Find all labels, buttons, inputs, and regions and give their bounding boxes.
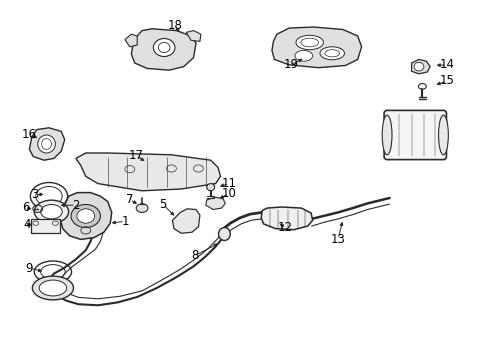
Polygon shape xyxy=(29,128,65,160)
Text: 5: 5 xyxy=(159,198,167,211)
Polygon shape xyxy=(76,153,220,191)
Bar xyxy=(31,219,60,233)
Text: 19: 19 xyxy=(284,58,298,71)
Text: 3: 3 xyxy=(31,188,39,201)
Text: 10: 10 xyxy=(221,187,236,200)
Text: 15: 15 xyxy=(440,75,454,87)
Text: 17: 17 xyxy=(129,149,144,162)
Ellipse shape xyxy=(41,204,62,219)
Ellipse shape xyxy=(158,42,170,53)
Ellipse shape xyxy=(207,184,215,191)
Text: 11: 11 xyxy=(221,177,236,190)
Ellipse shape xyxy=(136,204,148,212)
Ellipse shape xyxy=(77,209,95,223)
Ellipse shape xyxy=(439,115,448,155)
Ellipse shape xyxy=(71,204,100,228)
Ellipse shape xyxy=(34,200,69,223)
Text: 16: 16 xyxy=(22,129,37,141)
Polygon shape xyxy=(131,29,196,70)
Ellipse shape xyxy=(153,39,175,57)
Ellipse shape xyxy=(301,38,318,47)
Ellipse shape xyxy=(320,47,344,60)
Ellipse shape xyxy=(382,115,392,155)
Polygon shape xyxy=(412,59,430,74)
Text: 13: 13 xyxy=(331,233,345,246)
Ellipse shape xyxy=(39,280,67,296)
Polygon shape xyxy=(60,193,112,239)
Ellipse shape xyxy=(295,50,313,61)
Polygon shape xyxy=(206,197,225,210)
FancyBboxPatch shape xyxy=(384,111,446,159)
Text: 2: 2 xyxy=(72,199,80,212)
Text: 18: 18 xyxy=(168,19,182,32)
Text: 7: 7 xyxy=(126,193,134,206)
Polygon shape xyxy=(125,34,137,47)
Text: 1: 1 xyxy=(121,215,129,228)
Ellipse shape xyxy=(219,228,230,240)
Polygon shape xyxy=(261,207,313,230)
Text: 9: 9 xyxy=(25,262,33,275)
Polygon shape xyxy=(186,31,201,41)
Polygon shape xyxy=(272,27,362,68)
Ellipse shape xyxy=(296,35,323,50)
Text: 4: 4 xyxy=(23,219,31,231)
Text: 14: 14 xyxy=(440,58,454,71)
Polygon shape xyxy=(172,209,200,233)
Text: 12: 12 xyxy=(278,221,293,234)
Ellipse shape xyxy=(32,276,74,300)
Ellipse shape xyxy=(42,139,51,149)
Ellipse shape xyxy=(38,135,55,153)
Text: 6: 6 xyxy=(22,201,29,214)
Ellipse shape xyxy=(325,50,340,57)
Ellipse shape xyxy=(414,62,424,71)
Text: 8: 8 xyxy=(191,249,199,262)
